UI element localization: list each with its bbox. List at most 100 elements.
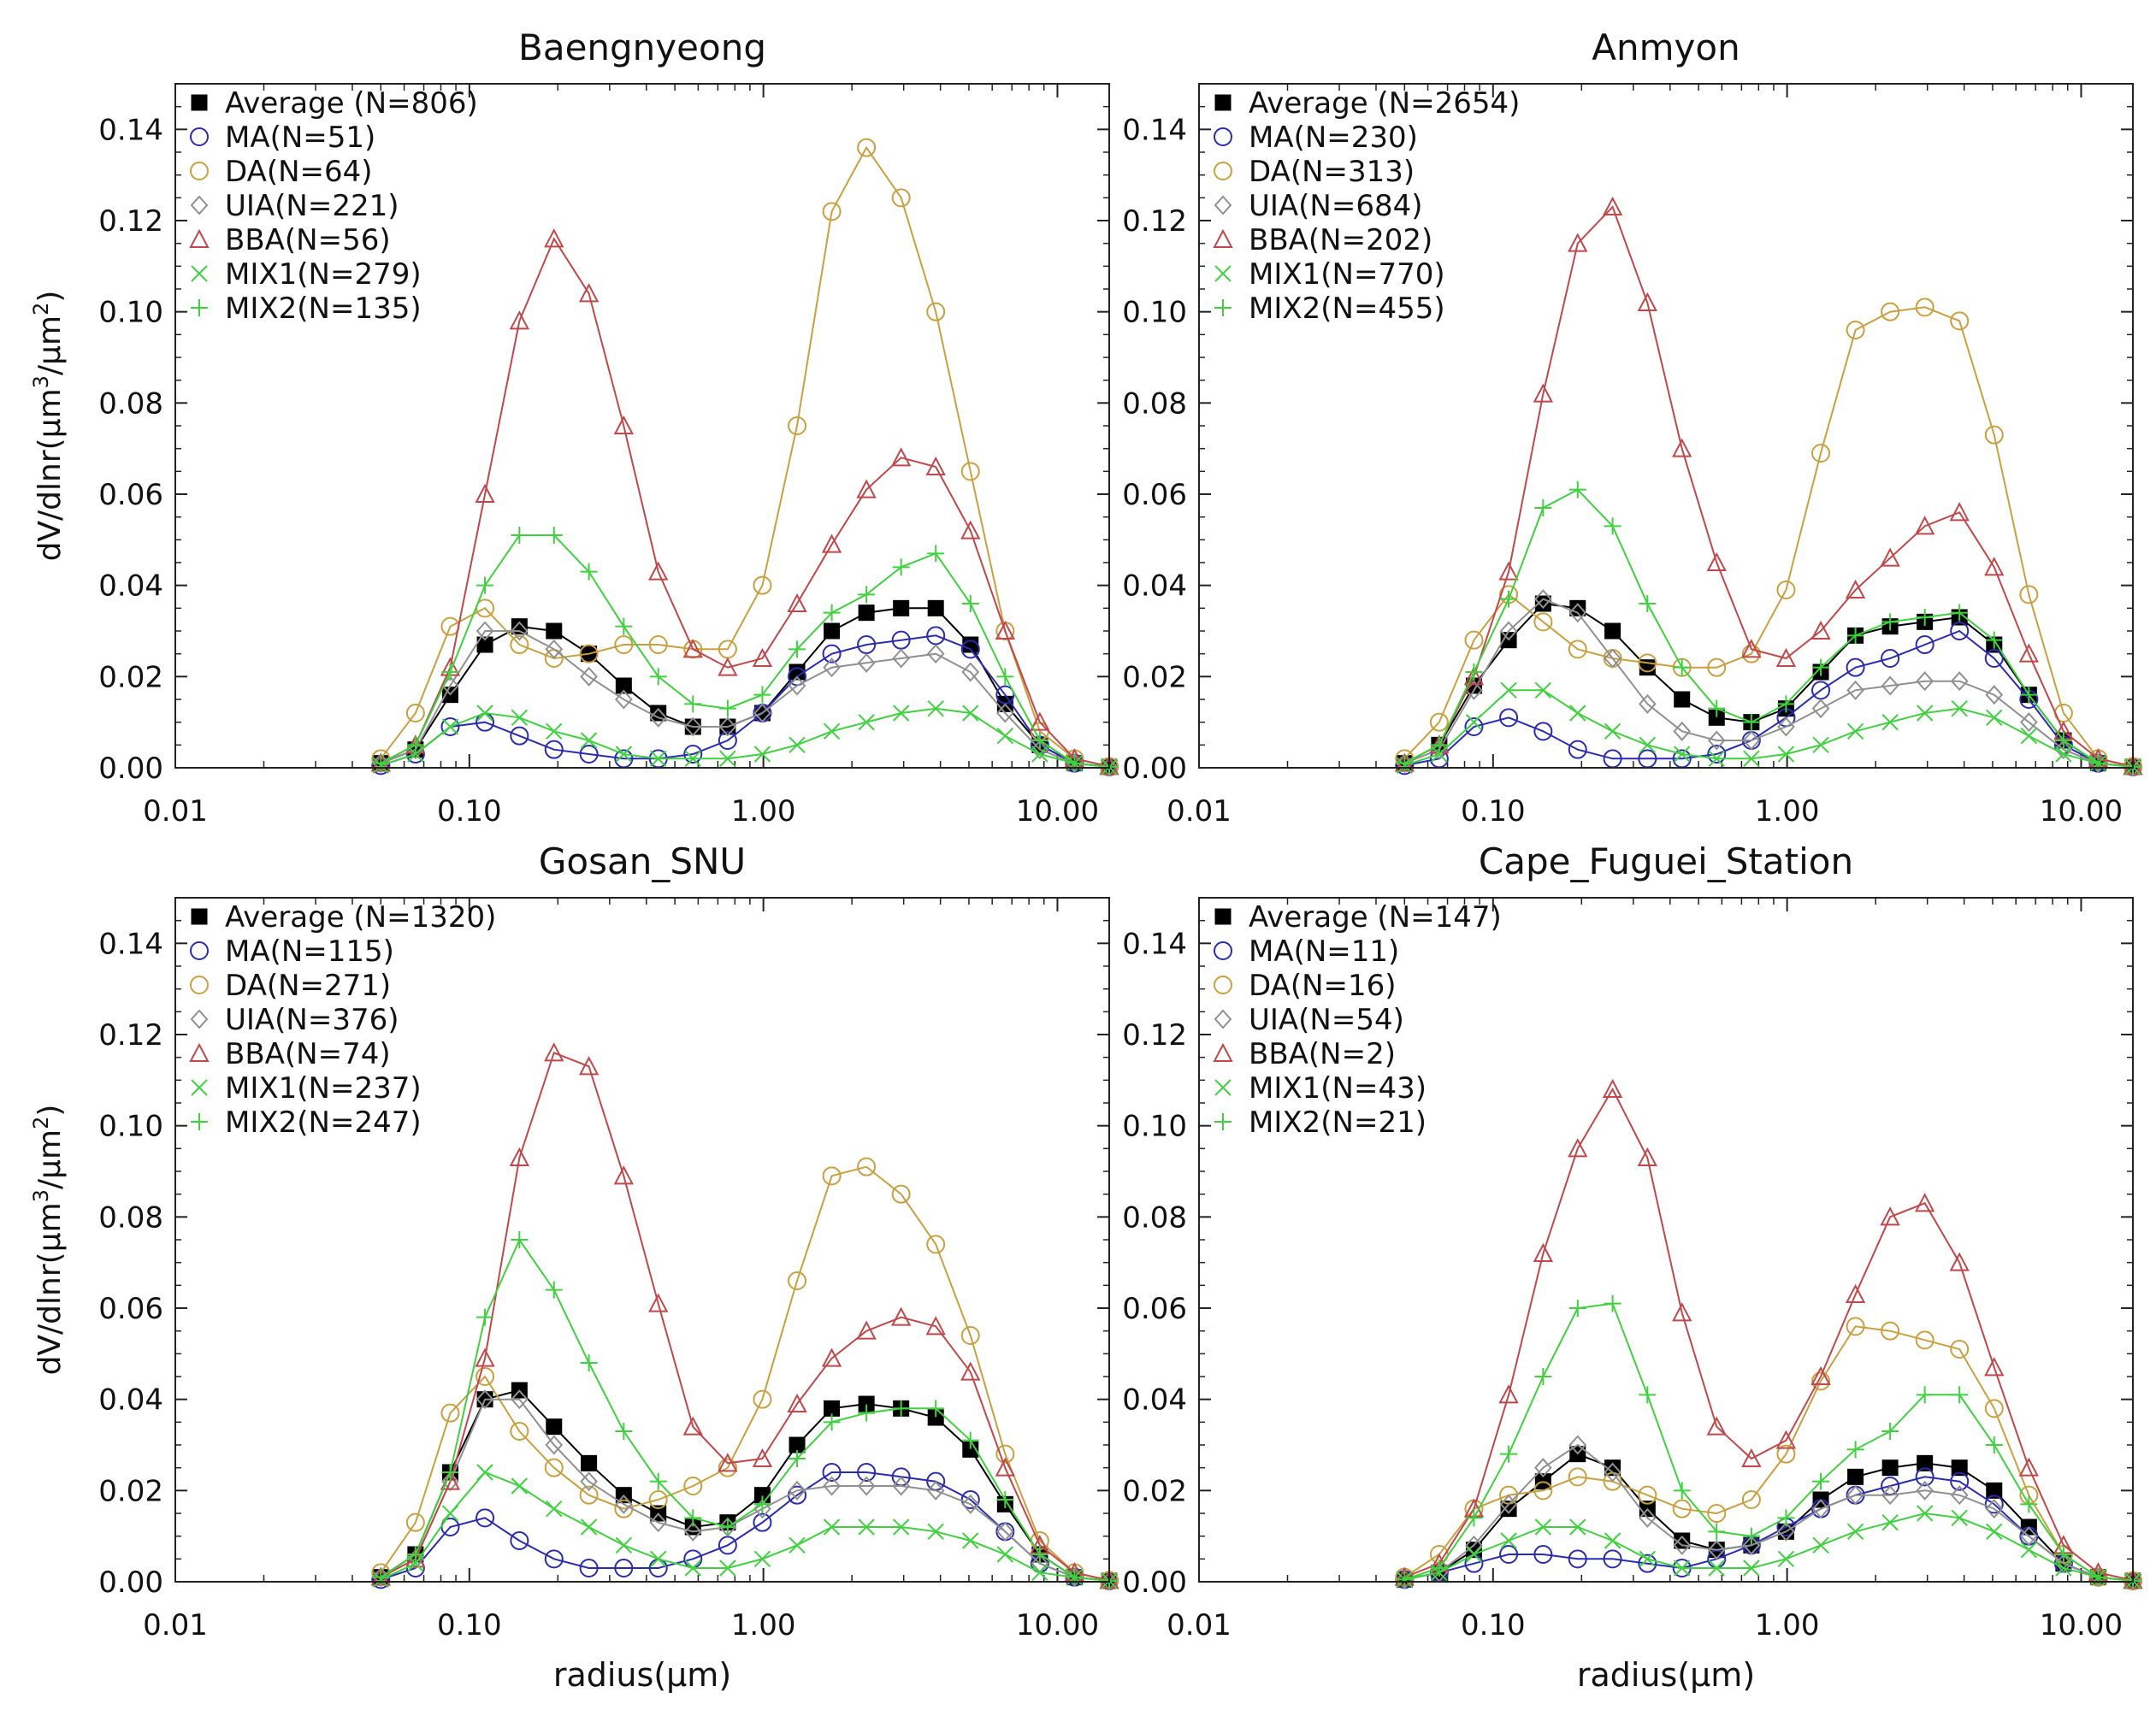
y-axis-label-prefix: dV/dlnr( [32,438,68,561]
legend-label-mix1: MIX1(N=237) [225,1071,422,1106]
data-point-da [926,302,946,321]
data-point-bba [1775,1430,1797,1449]
x-axis-label: radius(μm) [1577,1656,1755,1694]
series-line-ma [380,1471,1110,1582]
data-point-bba [1984,557,2005,576]
data-point-da [1811,1371,1831,1391]
data-point-uia [1499,621,1518,641]
data-point-mix1 [1951,1509,1968,1527]
y-axis-label-exp: 2 [29,303,53,315]
data-point-da [510,635,529,654]
data-point-mix2 [892,558,910,576]
data-point-mix2 [823,1413,841,1431]
data-point-bba [509,310,530,330]
x-tick-label: 0.01 [143,794,208,828]
data-point-mix1 [1916,705,1934,722]
data-point-mix2 [858,586,876,604]
data-point-mix2 [372,754,390,772]
y-tick-label: 0.10 [1122,296,1187,330]
data-point-bba [613,1165,634,1185]
data-point-mix2 [718,699,736,717]
data-point-mix2 [996,1491,1014,1508]
data-point-da [1776,1444,1796,1464]
y-axis-label-suffix: ) [32,1105,68,1117]
data-point-ma [579,745,599,764]
series-line-ma [1404,629,2134,768]
x-tick-label: 0.01 [1167,1608,1232,1642]
y-axis-label-unit: μm [32,388,68,438]
data-point-average [824,622,841,640]
x-axis-label-prefix: radius( [1577,1656,1690,1694]
data-point-mix2 [545,1281,563,1299]
data-point-bba [1741,639,1762,658]
legend-label-da: DA(N=271) [225,969,391,1003]
data-point-mix2 [1534,1368,1552,1385]
data-point-mix2 [2089,754,2107,772]
data-point-mix2 [511,527,529,544]
data-point-mix1 [2055,746,2072,763]
series-line-uia [1404,1443,2134,1582]
data-point-mix2 [406,1546,424,1563]
panel-gosan-snu: Gosan_SNU 0.000.020.040.060.080.100.120.… [98,840,1119,1642]
data-point-ma [1707,745,1727,764]
data-point-mix1 [1986,709,2003,727]
data-point-uia [1881,675,1899,696]
y-tick-label: 0.08 [1122,386,1187,421]
data-point-bba [1498,1384,1519,1404]
data-point-ma [1881,649,1900,668]
panel-title: Cape_Fuguei_Station [1479,840,1853,882]
data-point-average [1674,691,1691,708]
series-line-average [1403,602,2134,768]
data-point-mix2 [1465,663,1483,681]
data-point-bba [1845,579,1866,598]
data-point-da [891,1184,911,1204]
data-point-mix1 [1604,722,1621,740]
y-tick-label: 0.10 [98,1110,163,1144]
data-point-mix2 [1031,1546,1048,1563]
y-tick-label: 0.00 [1122,752,1187,786]
data-point-uia [1534,1458,1552,1478]
y-tick-label: 0.02 [1122,1474,1187,1508]
legend-marker-mix1 [191,1079,208,1096]
y-tick-label: 0.14 [1122,113,1187,147]
data-point-mix2 [2054,732,2072,749]
y-tick-label: 0.10 [98,296,163,330]
data-point-mix1 [1639,736,1657,754]
data-point-bba [1637,1147,1657,1166]
data-point-mix1 [2020,727,2038,745]
legend-marker-ma [190,941,209,960]
data-point-bba [1706,551,1727,571]
x-axis-label: radius(μm) [553,1656,731,1694]
data-point-uia [1534,589,1552,610]
legend-label-average: Average (N=147) [1249,900,1502,935]
data-point-da [1533,612,1553,632]
data-point-mix2 [684,695,702,713]
data-point-bba [1741,1448,1762,1467]
legend-marker-mix1 [1214,1079,1232,1096]
legend-marker-average [191,908,208,925]
y-tick-label: 0.04 [1122,569,1187,604]
series-line-mix1 [380,707,1110,768]
legend-label-uia: UIA(N=684) [1249,189,1423,223]
data-point-mix1 [858,1518,875,1536]
data-point-mix1 [1639,1550,1657,1568]
data-point-ma [1499,1545,1519,1564]
data-point-average [1917,1454,1934,1471]
data-point-bba [1880,547,1900,567]
data-point-uia [1031,740,1049,760]
data-point-uia [961,1494,980,1514]
legend-marker-da [1214,162,1232,180]
x-axis-label-unit: μm [666,1656,718,1694]
data-point-mix2 [1916,609,1934,626]
data-point-da [440,1403,460,1423]
data-point-mix2 [476,576,494,594]
data-point-mix2 [1465,1509,1483,1527]
data-point-uia [1604,1462,1621,1483]
data-point-da [1464,630,1484,650]
data-point-bba [1533,383,1554,403]
legend: Average (N=806)MA(N=51)DA(N=64)UIA(N=221… [189,86,478,326]
data-point-ma [476,1508,495,1528]
y-axis-label-exp: 2 [29,1117,53,1129]
legend-label-bba: BBA(N=56) [225,223,391,257]
